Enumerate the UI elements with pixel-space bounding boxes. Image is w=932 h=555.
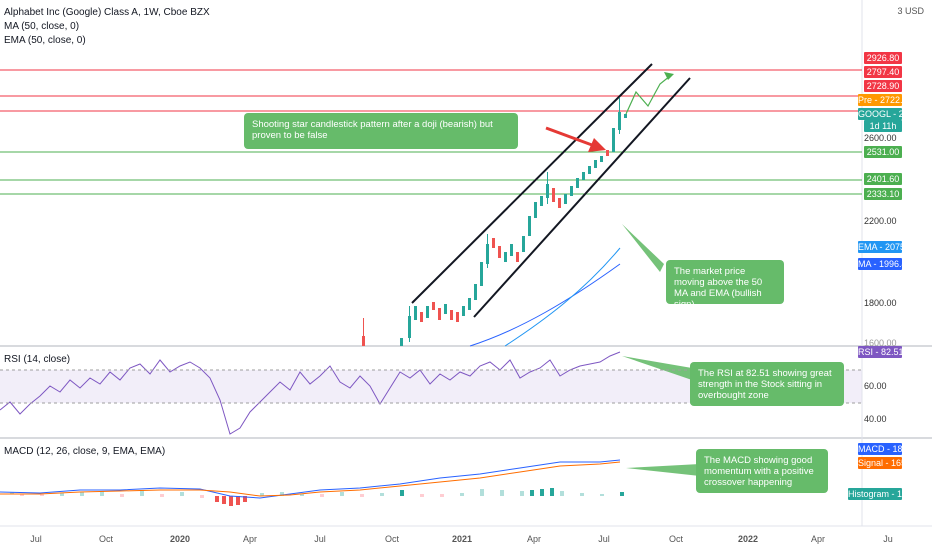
- macd-legend[interactable]: MACD (12, 26, close, 9, EMA, EMA): [4, 446, 166, 457]
- price-tag-2531: 2531.00: [864, 146, 902, 158]
- rsi-note-pointer: [622, 356, 692, 380]
- symbol-title[interactable]: Alphabet Inc (Google) Class A, 1W, Cboe …: [4, 7, 210, 18]
- shooting-star-note[interactable]: Shooting star candlestick pattern after …: [244, 113, 518, 149]
- rsi-tick: 60.00: [864, 381, 887, 391]
- macd-line[interactable]: [0, 459, 621, 499]
- ema-tag: EMA - 2075.04: [858, 241, 918, 253]
- price-tick: 2600.00: [864, 133, 897, 143]
- time-tick: 2021: [451, 534, 473, 544]
- rsi-value-tag: RSI - 82.51: [858, 346, 904, 358]
- rsi-tick: 40.00: [864, 414, 887, 424]
- ma-ema-note[interactable]: The market price moving above the 50 MA …: [666, 260, 784, 310]
- time-tick: Apr: [526, 534, 542, 544]
- rsi-line[interactable]: [0, 351, 621, 435]
- shooting-star-arrow[interactable]: [545, 126, 593, 147]
- ma-note-pointer: [622, 224, 664, 272]
- price-tag-2401: 2401.60: [864, 173, 902, 185]
- channel-upper-line[interactable]: [411, 63, 653, 304]
- macd-note-pointer: [626, 464, 700, 476]
- ema-legend[interactable]: EMA (50, close, 0): [4, 35, 86, 46]
- time-tick: Oct: [98, 534, 114, 544]
- price-tag-2333: 2333.10: [864, 188, 902, 200]
- ma-legend[interactable]: MA (50, close, 0): [4, 21, 80, 32]
- candles[interactable]: [362, 98, 627, 346]
- macd-histogram[interactable]: [10, 488, 624, 506]
- projection-arrowhead: [664, 72, 674, 80]
- ema-line[interactable]: [504, 247, 621, 347]
- price-tick: 1600.00: [864, 338, 897, 348]
- time-tick: Jul: [598, 534, 610, 544]
- time-tick: Apr: [242, 534, 258, 544]
- time-tick: Oct: [384, 534, 400, 544]
- shooting-star-arrowhead: [588, 138, 606, 152]
- signal-value-tag: Signal - 165.95: [858, 457, 919, 469]
- time-tick: 2020: [169, 534, 191, 544]
- time-tick: Oct: [668, 534, 684, 544]
- bar-countdown-tag: 1d 11h: [864, 120, 902, 132]
- price-tick: 2200.00: [864, 216, 897, 226]
- projection-arrow[interactable]: [625, 75, 671, 115]
- time-tick: 2022: [737, 534, 759, 544]
- time-tick: Jul: [30, 534, 42, 544]
- time-tick: Jul: [314, 534, 326, 544]
- time-tick: Apr: [810, 534, 826, 544]
- rsi-note[interactable]: The RSI at 82.51 showing great strength …: [690, 362, 844, 406]
- signal-line[interactable]: [0, 461, 621, 497]
- currency-label[interactable]: 3 USD: [897, 6, 924, 16]
- time-tick: Ju: [883, 534, 893, 544]
- rsi-legend[interactable]: RSI (14, close): [4, 354, 71, 365]
- last-price-tag: GOOGL - 2721.88: [858, 108, 932, 120]
- channel-lower-line[interactable]: [473, 77, 691, 318]
- price-tag-2728: 2728.90: [864, 80, 902, 92]
- price-tick: 1800.00: [864, 298, 897, 308]
- histogram-value-tag: Histogram - 15.31: [848, 488, 920, 500]
- pre-market-tag: Pre - 2722.30: [858, 94, 913, 106]
- price-tag-2926: 2926.80: [864, 52, 902, 64]
- price-tag-2797: 2797.40: [864, 66, 902, 78]
- macd-note[interactable]: The MACD showing good momentum with a po…: [696, 449, 828, 493]
- macd-value-tag: MACD - 181.26: [858, 443, 921, 455]
- ma-line[interactable]: [469, 263, 621, 347]
- ma-tag: MA - 1996.44: [858, 258, 912, 270]
